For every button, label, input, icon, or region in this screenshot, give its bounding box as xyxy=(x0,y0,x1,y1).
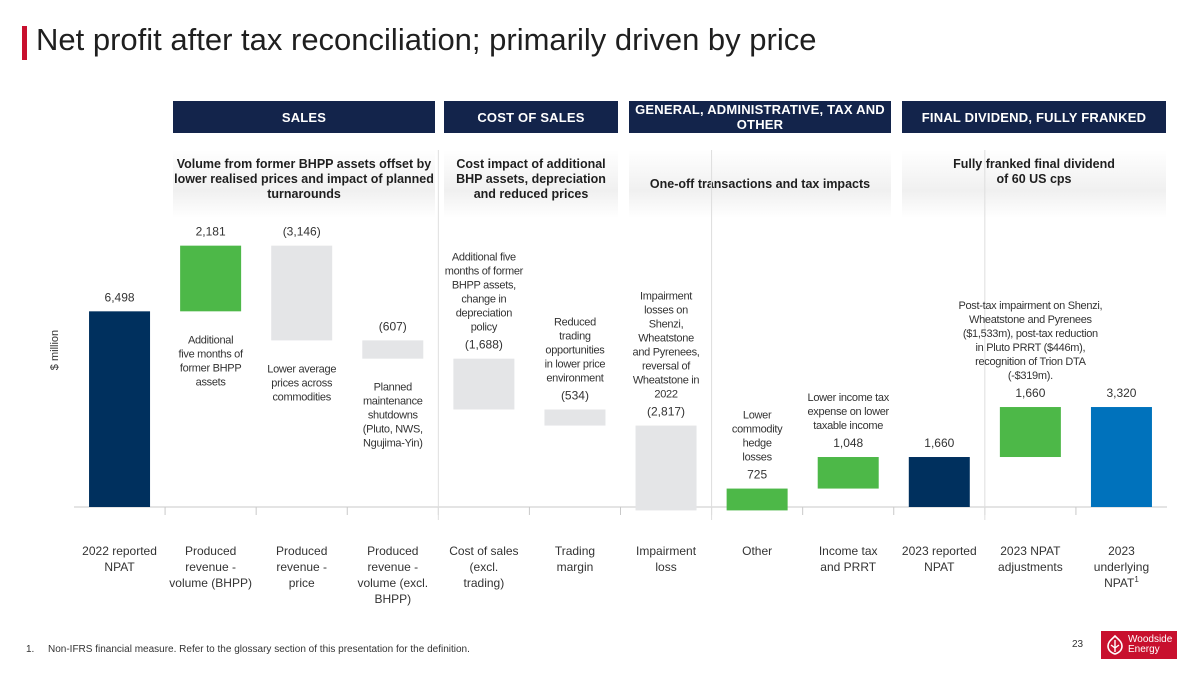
bar-annotation: Reduced trading opportunities in lower pric… xyxy=(545,316,606,384)
logo-text-line2: Energy xyxy=(1128,644,1160,655)
section-header-sales: SALES xyxy=(173,101,435,133)
section-header-cost-of-sales: COST OF SALES xyxy=(444,101,618,133)
x-tick-label: Produced revenue -volume (excl. BHPP) xyxy=(357,544,428,606)
bar-annotation: Lower average prices across commodities xyxy=(267,363,336,403)
waterfall-bar xyxy=(1090,407,1152,507)
x-tick-label: Income tax and PRRT xyxy=(819,544,878,574)
section-subheader-sales: Volume from former BHPP assets offset by… xyxy=(173,150,435,218)
bar-annotation: Planned maintenance shutdowns (Pluto, NWS, N… xyxy=(363,382,423,450)
page-title: Net profit after tax reconciliation; pri… xyxy=(36,22,817,57)
logo-text-line1: Woodside xyxy=(1128,634,1173,645)
section-header-final-dividend: FINAL DIVIDEND, FULLY FRANKED xyxy=(902,101,1166,133)
page-number: 23 xyxy=(1072,639,1084,650)
waterfall-bar xyxy=(362,340,424,359)
woodside-logo: Woodside Energy xyxy=(1101,631,1177,659)
data-label: (534) xyxy=(561,388,589,402)
x-tick-label: 2022 reported NPAT xyxy=(82,544,157,574)
data-label: 1,660 xyxy=(1015,386,1045,400)
data-label: (3,146) xyxy=(283,225,321,239)
waterfall-bar xyxy=(817,457,879,489)
section-subheader-final-dividend: Fully franked final dividend of 60 US cp… xyxy=(902,150,1166,218)
x-tick-label: Other xyxy=(742,544,772,558)
waterfall-bar xyxy=(635,425,697,511)
waterfall-bar xyxy=(999,407,1061,458)
data-label: (2,817) xyxy=(647,405,685,419)
x-tick-label: 2023 reported NPAT xyxy=(902,544,977,574)
data-label: 1,048 xyxy=(833,436,863,450)
footnote-text: Non-IFRS financial measure. Refer to the… xyxy=(48,644,470,655)
footnote: 1. Non-IFRS financial measure. Refer to t… xyxy=(26,644,470,655)
section-subheader-cost-of-sales: Cost impact of additional BHP assets, de… xyxy=(444,150,618,218)
data-label: (607) xyxy=(379,319,407,333)
title-accent-bar xyxy=(22,26,27,60)
x-tick-label: Produced revenue -price xyxy=(276,544,327,590)
bar-annotation: Lower commodity hedge losses xyxy=(732,410,783,464)
section-header-general-admin-tax: GENERAL, ADMINISTRATIVE, TAX AND OTHER xyxy=(629,101,891,133)
waterfall-bar xyxy=(908,457,970,507)
footnote-number: 1. xyxy=(26,644,35,655)
x-tick-label: 2023 underlying NPAT1 xyxy=(1094,544,1149,590)
waterfall-bar xyxy=(271,245,333,341)
waterfall-bar xyxy=(726,488,788,511)
data-label: (1,688) xyxy=(465,338,503,352)
y-axis-label: $ million xyxy=(49,330,61,370)
woodside-logo-icon xyxy=(1107,634,1123,655)
x-tick-label: Produced revenue -volume (BHPP) xyxy=(169,544,252,590)
data-label: 2,181 xyxy=(196,225,226,239)
x-tick-label: Impairment loss xyxy=(636,544,697,574)
section-subheader-general-admin-tax: One-off transactions and tax impacts xyxy=(629,150,891,218)
bar-annotation: Post-tax impairment on Shenzi, Wheatstone… xyxy=(958,300,1102,382)
waterfall-bar xyxy=(180,245,242,312)
x-tick-label: 2023 NPAT adjustments xyxy=(998,544,1063,574)
waterfall-bar xyxy=(453,358,515,410)
bar-annotation: Additional five months of former BHPP asset… xyxy=(178,334,244,388)
data-label: 6,498 xyxy=(105,290,135,304)
x-tick-label: Trading margin xyxy=(555,544,595,574)
waterfall-bar xyxy=(89,311,151,507)
bar-annotation: Lower income tax expense on lower taxable … xyxy=(807,392,889,432)
waterfall-bar xyxy=(544,409,606,426)
data-label: 3,320 xyxy=(1106,386,1136,400)
data-label: 1,660 xyxy=(924,436,954,450)
x-tick-label: Cost of sales (excl. trading) xyxy=(449,544,518,590)
bar-annotation: Additional five months of former BHPP asse… xyxy=(445,252,524,334)
data-label: 725 xyxy=(747,468,767,482)
bar-annotation: Impairment losses on Shenzi, Wheatstone and … xyxy=(633,291,700,401)
